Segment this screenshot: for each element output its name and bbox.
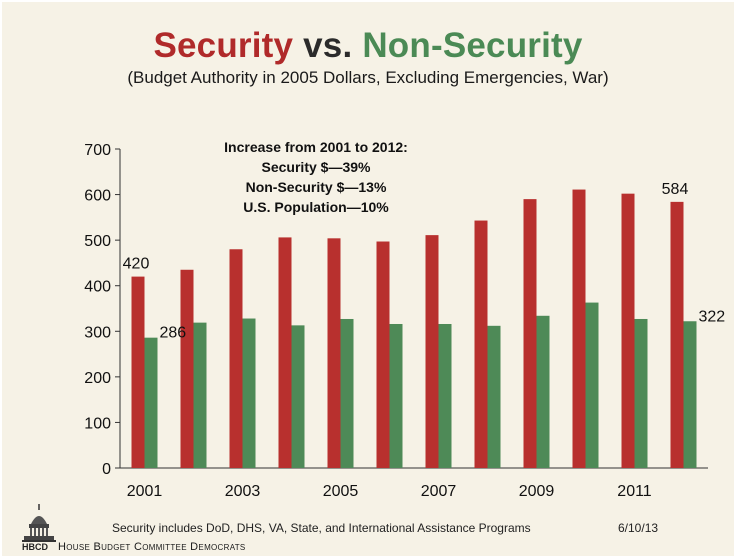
title-security: Security: [153, 26, 294, 65]
data-label: 286: [160, 325, 187, 342]
y-tick-label: 400: [84, 279, 111, 296]
logo-text: HBCD: [22, 542, 48, 552]
note-heading: Increase from 2001 to 2012:: [224, 139, 408, 155]
security-bar: [572, 189, 586, 468]
capitol-dome-logo: HBCD: [20, 502, 58, 559]
security-bar: [621, 193, 635, 468]
bar-chart: 0 100 200 300 400 500 600 700 2001 2003 2005 2007 20…: [84, 142, 726, 500]
security-bar: [474, 220, 488, 468]
data-label: 420: [123, 256, 150, 273]
data-label: 584: [662, 181, 689, 198]
non-security-bar: [487, 325, 501, 468]
security-bar: [670, 201, 684, 468]
y-tick-label: 600: [84, 188, 111, 205]
security-bar: [278, 237, 292, 468]
security-bar: [523, 199, 537, 468]
organization-name: House Budget Committee Democrats: [58, 541, 246, 553]
note-line-population: U.S. Population—10%: [243, 199, 389, 215]
title-vs: vs.: [303, 26, 353, 65]
non-security-bar: [242, 318, 256, 468]
y-tick-label: 700: [84, 142, 111, 159]
slide: Security vs. Non-Security (Budget Author…: [2, 2, 734, 556]
note-line-security: Security $—39%: [261, 159, 371, 175]
chart-title: Security vs. Non-Security: [2, 26, 734, 66]
footnote: Security includes DoD, DHS, VA, State, a…: [112, 521, 531, 535]
note-line-non-security: Non-Security $—13%: [245, 179, 387, 195]
x-tick-label: 2001: [127, 483, 163, 500]
non-security-bar: [144, 337, 158, 468]
non-security-bar: [438, 323, 452, 468]
x-tick-label: 2011: [617, 483, 652, 500]
increase-note: Increase from 2001 to 2012: Security $—3…: [192, 137, 440, 217]
data-label: 322: [699, 308, 726, 325]
security-bar: [327, 238, 341, 468]
non-security-bar: [389, 323, 403, 468]
security-bar: [229, 249, 243, 468]
y-tick-label: 300: [84, 324, 111, 341]
y-tick-label: 0: [102, 461, 111, 478]
non-security-bar: [585, 302, 599, 468]
title-non-security: Non-Security: [362, 26, 583, 65]
non-security-bar: [536, 315, 550, 468]
non-security-bar: [193, 322, 207, 468]
x-tick-label: 2005: [323, 483, 359, 500]
slide-date: 6/10/13: [618, 521, 659, 535]
security-bar: [131, 276, 145, 468]
y-tick-label: 100: [84, 415, 111, 432]
security-bar: [425, 235, 439, 468]
x-tick-label: 2003: [225, 483, 261, 500]
security-bar: [180, 269, 194, 468]
non-security-bar: [683, 321, 697, 468]
x-tick-label: 2009: [519, 483, 555, 500]
x-tick-label: 2007: [421, 483, 457, 500]
chart-subtitle: (Budget Authority in 2005 Dollars, Exclu…: [127, 68, 609, 87]
y-tick-label: 500: [84, 233, 111, 250]
non-security-bar: [340, 318, 354, 468]
non-security-bar: [634, 318, 648, 468]
non-security-bar: [291, 325, 305, 468]
security-bar: [376, 241, 390, 468]
y-tick-label: 200: [84, 370, 111, 387]
